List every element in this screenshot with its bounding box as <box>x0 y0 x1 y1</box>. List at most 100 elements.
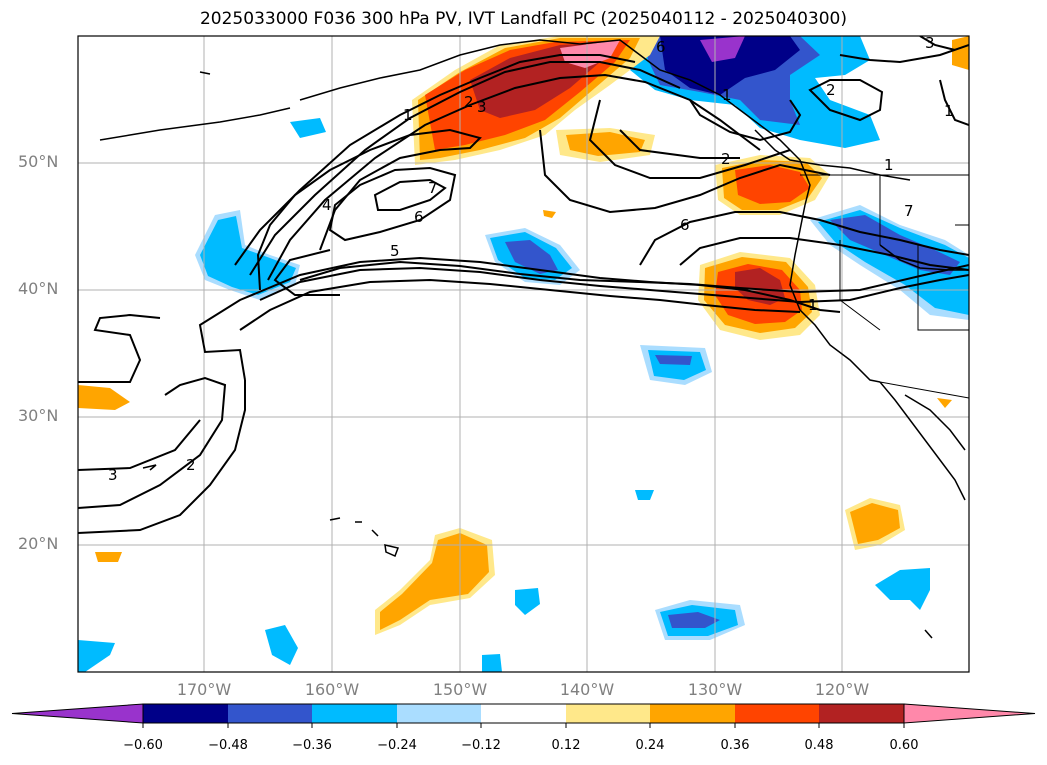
pv-contour-alaska-2 <box>808 79 884 122</box>
pv-contour-label: 6 <box>680 216 690 234</box>
pv-contour-label: 1 <box>722 86 732 104</box>
anomaly-positive-patch-5 <box>952 36 969 70</box>
pv-contour-label: 7 <box>904 202 914 220</box>
pv-contour-7-east <box>679 237 969 271</box>
anomaly-positive-patch-3b <box>380 533 489 630</box>
pv-contour-mid-1 <box>539 129 831 214</box>
anomaly-negative-patch-1 <box>290 118 326 138</box>
colorbar-tick-label: −0.24 <box>377 738 417 753</box>
colorbar-swatch <box>312 704 397 723</box>
colorbar-swatch <box>566 704 650 723</box>
pv-contour-upper-3 <box>267 73 761 281</box>
lat-label-50n: 50°N <box>18 152 59 171</box>
colorbar-tick-label: 0.48 <box>804 738 834 753</box>
baja-california <box>879 381 966 501</box>
colorbar-extend-low <box>11 703 144 724</box>
anomaly-positive-ca-north-2 <box>566 132 645 156</box>
colorbar-tick-label: −0.36 <box>292 738 332 753</box>
colorbar-swatch <box>143 704 228 723</box>
lon-label-150w: 150°W <box>432 680 488 699</box>
colorbar-tick-label: −0.60 <box>123 738 163 753</box>
pv-contour-label: 2 <box>721 150 731 168</box>
colorbar-tick-label: 0.60 <box>889 738 919 753</box>
mexico-mainland <box>904 394 966 451</box>
pv-contour-north-east-1 <box>839 44 969 64</box>
anomaly-positive-patch-4b <box>850 503 900 544</box>
anomaly-negative-gulf-deep <box>660 36 800 95</box>
pv-contour-7-ring <box>373 178 447 211</box>
us-mexico-border <box>879 381 969 399</box>
anomaly-positive-patch-6 <box>937 398 952 408</box>
lat-label-40n: 40°N <box>18 279 59 298</box>
anomaly-negative-patch-9 <box>635 490 654 500</box>
pv-contour-1-south <box>78 380 246 534</box>
pv-contour-4-ring <box>256 128 482 291</box>
anomaly-negative-patch-2c <box>655 355 692 365</box>
anomaly-negative-patch-5 <box>265 625 298 665</box>
pv-contour-label: 1 <box>808 296 818 314</box>
pv-contour-label: 3 <box>925 34 935 52</box>
anomaly-negative-gulf-min <box>700 36 745 62</box>
west-coast-usa <box>789 204 881 383</box>
colorbar-swatch <box>228 704 312 723</box>
pv-contour-alaska-1 <box>689 99 802 142</box>
colorbar-swatch <box>735 704 819 723</box>
hawaiian-islands <box>329 517 400 558</box>
ivt-anomaly-shading <box>78 36 969 672</box>
pv-contour-upper-2 <box>249 61 681 276</box>
anomaly-negative-interior-core <box>830 215 960 275</box>
pv-contour-6-east <box>639 211 969 266</box>
lon-label-120w: 120°W <box>814 680 870 699</box>
colorbar-swatch <box>481 704 566 723</box>
pv-contour-label: 1 <box>944 102 954 120</box>
aleutian-chain <box>99 107 291 141</box>
colorbar-tick-label: 0.12 <box>551 738 581 753</box>
lat-label-20n: 20°N <box>18 534 59 553</box>
pv-contour-label: 3 <box>108 466 118 484</box>
pv-contour-label: 5 <box>390 242 400 260</box>
pv-contour-label: 2 <box>826 81 836 99</box>
colorbar-swatch <box>397 704 481 723</box>
lon-label-160w: 160°W <box>304 680 360 699</box>
anomaly-negative-central-core <box>505 240 558 274</box>
pv-contour-north-east-3 <box>919 36 956 51</box>
pv-contour-label: 6 <box>414 208 424 226</box>
lon-label-130w: 130°W <box>687 680 743 699</box>
anomaly-negative-patch-8 <box>482 654 502 672</box>
colorbar-swatch <box>650 704 735 723</box>
colorbar-frame <box>142 703 905 724</box>
anomaly-negative-patch-7 <box>515 588 540 615</box>
anomaly-positive-patch-2 <box>95 552 122 562</box>
alaska-coast <box>299 39 811 206</box>
pv-contour-3-south <box>78 419 201 471</box>
pv-contour-label: 2 <box>464 93 474 111</box>
pv-contour-label: 2 <box>186 456 196 474</box>
anomaly-positive-pnw-strong <box>735 165 810 204</box>
lon-label-170w: 170°W <box>176 680 232 699</box>
pv-contour-mid-2 <box>588 99 791 179</box>
anomaly-negative-patch-4 <box>875 568 930 610</box>
colorbar-swatch <box>819 704 904 723</box>
lat-label-30n: 30°N <box>18 406 59 425</box>
pv-contour-2-south <box>78 376 227 509</box>
colorbar-extend-high <box>903 703 1036 724</box>
pv-contour-labels: 1 2 3 4 5 6 7 6 2 1 2 3 1 1 3 2 1 6 7 <box>108 34 954 484</box>
coastlines <box>99 39 969 501</box>
small-islands <box>142 71 933 639</box>
pv-contour-6-ring <box>328 166 457 242</box>
pv-contour-1-sw <box>78 313 161 383</box>
pv-contour-label: 4 <box>322 196 332 214</box>
pv-contour-label: 7 <box>428 179 438 197</box>
map-frame <box>77 35 970 673</box>
pv-contour-label: 3 <box>477 98 487 116</box>
anomaly-positive-patch-7 <box>543 210 556 218</box>
colorbar-tick-label: 0.36 <box>720 738 750 753</box>
pv-contour-label: 1 <box>884 156 894 174</box>
colorbar-tick-label: 0.24 <box>635 738 665 753</box>
pv-contour-mid-3 <box>619 129 740 159</box>
pv-contour-jet-4 <box>299 260 969 294</box>
pv-contour-jet-1 <box>198 256 841 381</box>
anomaly-negative-west-mid <box>200 216 296 295</box>
colorbar <box>11 703 1036 728</box>
